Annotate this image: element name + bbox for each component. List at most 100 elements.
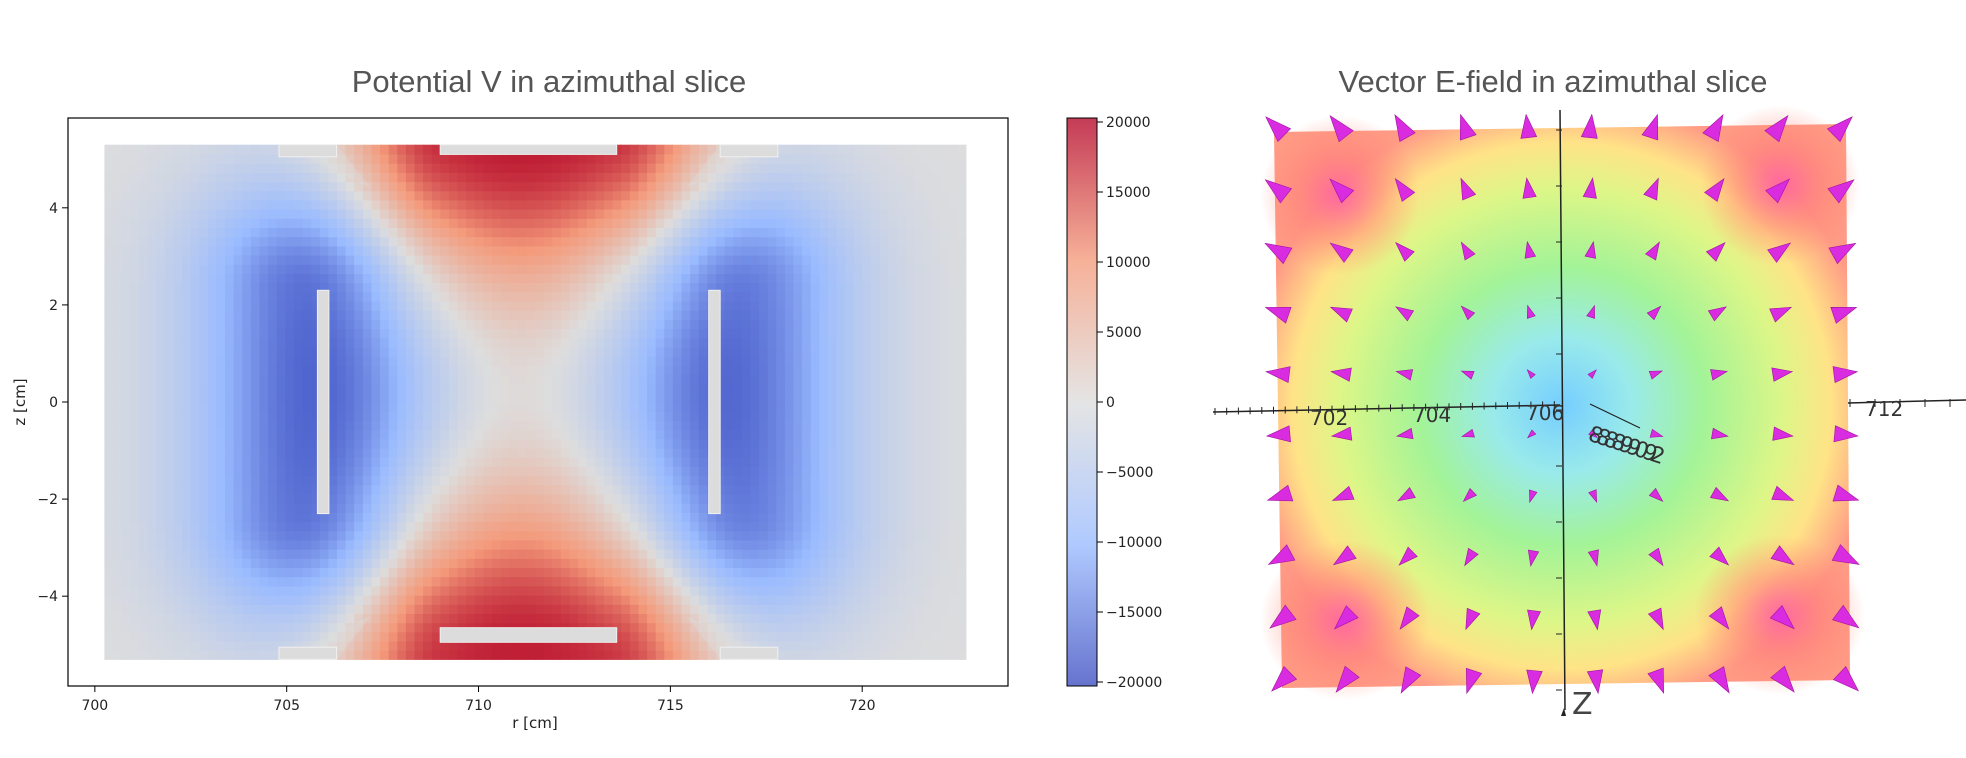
heatmap-cell (569, 181, 579, 192)
heatmap-cell (423, 429, 433, 440)
heatmap-cell (733, 282, 743, 293)
heatmap-cell (845, 429, 855, 440)
heatmap-cell (414, 163, 424, 173)
heatmap-cell (681, 484, 691, 495)
heatmap-cell (440, 190, 450, 201)
heatmap-cell (552, 429, 562, 440)
heatmap-cell (293, 640, 304, 651)
heatmap-cell (156, 291, 166, 302)
heatmap-cell (500, 640, 510, 651)
heatmap-cell (638, 245, 648, 256)
heatmap-cell (535, 310, 545, 320)
heatmap-cell (302, 383, 312, 394)
heatmap-cell (595, 365, 605, 375)
heatmap-cell (449, 438, 459, 449)
heatmap-cell (328, 521, 338, 532)
heatmap-cell (561, 521, 571, 532)
heatmap-cell (526, 319, 536, 330)
heatmap-cell (328, 466, 338, 477)
heatmap-cell (130, 383, 140, 394)
heatmap-cell (182, 392, 192, 403)
heatmap-cell (845, 521, 855, 532)
heatmap-cell (535, 282, 545, 293)
heatmap-cell (130, 199, 140, 210)
heatmap-cell (293, 365, 304, 375)
heatmap-cell (388, 493, 398, 504)
heatmap-cell (319, 264, 329, 274)
heatmap-cell (862, 172, 872, 183)
heatmap-cell (199, 604, 209, 614)
heatmap-cell (595, 264, 605, 274)
heatmap-cell (492, 383, 502, 394)
heatmap-cell (828, 172, 838, 183)
heatmap-cell (561, 328, 571, 339)
heatmap-cell (543, 236, 553, 247)
heatmap-cell (526, 337, 536, 348)
heatmap-cell (207, 447, 217, 458)
heatmap-cell (380, 172, 390, 183)
heatmap-cell (233, 319, 243, 330)
heatmap-cell (647, 521, 657, 532)
heatmap-cell (621, 447, 631, 458)
heatmap-cell (199, 484, 209, 495)
heatmap-cell (767, 429, 777, 440)
heatmap-cell (802, 190, 812, 201)
heatmap-cell (517, 447, 528, 458)
heatmap-cell (483, 475, 493, 486)
heatmap-cell (483, 172, 493, 183)
heatmap-cell (690, 512, 700, 523)
heatmap-cell (104, 549, 114, 559)
heatmap-cell (414, 549, 424, 559)
heatmap-cell (190, 567, 200, 578)
heatmap-cell (612, 466, 622, 477)
heatmap-cell (776, 310, 786, 320)
heatmap-cell (724, 163, 734, 173)
heatmap-cell (767, 604, 777, 614)
heatmap-cell (113, 356, 123, 366)
heatmap-cell (517, 291, 528, 302)
heatmap-cell (526, 595, 536, 605)
heatmap-cell (414, 172, 424, 183)
heatmap-cell (681, 282, 691, 293)
heatmap-cell (698, 291, 708, 302)
heatmap-cell (647, 383, 657, 394)
heatmap-cell (345, 521, 355, 532)
heatmap-cell (147, 549, 157, 559)
heatmap-cell (733, 346, 743, 357)
heatmap-cell (552, 420, 562, 431)
heatmap-cell (578, 163, 588, 173)
heatmap-cell (173, 438, 183, 449)
heatmap-cell (793, 346, 803, 357)
heatmap-cell (819, 484, 829, 495)
heatmap-cell (405, 310, 416, 320)
heatmap-cell (173, 282, 183, 293)
heatmap-cell (500, 539, 510, 550)
heatmap-cell (242, 181, 252, 192)
heatmap-cell (182, 190, 192, 201)
heatmap-cell (113, 144, 123, 155)
heatmap-cell (319, 558, 329, 568)
heatmap-cell (449, 512, 459, 523)
heatmap-cell (552, 392, 562, 403)
heatmap-cell (690, 236, 700, 247)
heatmap-cell (483, 567, 493, 578)
heatmap-cell (414, 227, 424, 238)
heatmap-cell (276, 282, 286, 293)
heatmap-cell (302, 512, 312, 523)
heatmap-cell (405, 595, 416, 605)
heatmap-cell (672, 438, 683, 449)
heatmap-cell (457, 218, 467, 228)
heatmap-cell (784, 567, 795, 578)
heatmap-cell (741, 328, 751, 339)
heatmap-cell (337, 346, 347, 357)
heatmap-cell (664, 163, 674, 173)
heatmap-cell (741, 310, 751, 320)
heatmap-cell (328, 153, 338, 164)
heatmap-cell (362, 512, 373, 523)
heatmap-cell (113, 558, 123, 568)
heatmap-cell (759, 411, 769, 421)
heatmap-cell (759, 392, 769, 403)
heatmap-cell (138, 650, 149, 660)
heatmap-cell (724, 374, 734, 385)
heatmap-cell (414, 181, 424, 192)
